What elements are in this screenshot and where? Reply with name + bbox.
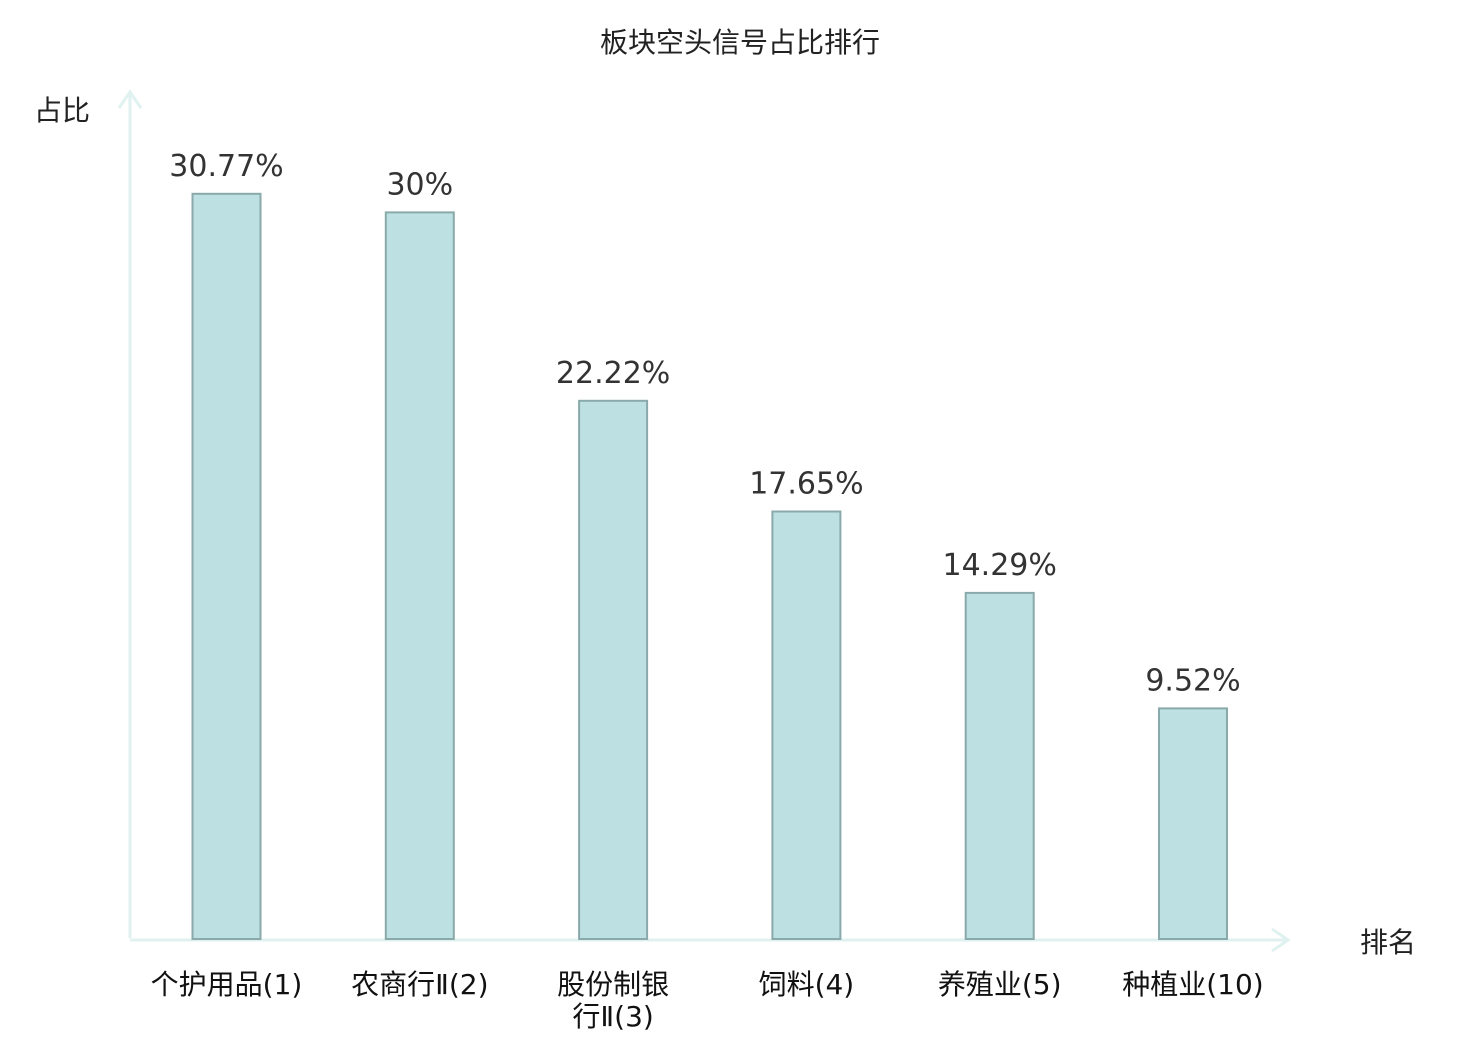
tick-label-3-line-1: 股份制银 (557, 968, 669, 1001)
value-labels-group: 30.77% 30% 22.22% 17.65% 14.29% 9.52% (169, 149, 1240, 699)
x-axis-arrow (1271, 927, 1291, 953)
tick-label-5: 养殖业(5) (938, 968, 1062, 1001)
y-axis-label: 占比 (34, 94, 90, 127)
tick-label-6: 种植业(10) (1122, 968, 1263, 1001)
value-label-3: 22.22% (556, 356, 670, 391)
x-axis-label: 排名 (1360, 926, 1416, 959)
chart-title: 板块空头信号占比排行 (600, 26, 880, 59)
tick-label-2: 农商行Ⅱ(2) (351, 968, 488, 1001)
value-label-4: 17.65% (749, 467, 863, 502)
value-label-2: 30% (386, 167, 453, 202)
value-label-6: 9.52% (1145, 663, 1240, 698)
bar-3 (578, 399, 649, 940)
bar-6 (1158, 707, 1228, 941)
value-label-1: 30.77% (169, 149, 283, 184)
bar-1 (191, 192, 262, 941)
tick-label-1: 个护用品(1) (151, 968, 303, 1001)
tick-label-3-line-2: 行Ⅱ(3) (572, 1000, 653, 1033)
y-axis-arrow (117, 89, 143, 109)
bars-group (191, 192, 1228, 941)
value-label-5: 14.29% (943, 548, 1057, 583)
tick-label-4: 饲料(4) (759, 968, 855, 1001)
bar-2 (384, 211, 455, 940)
bar-4 (771, 510, 842, 940)
bar-5 (964, 591, 1035, 941)
